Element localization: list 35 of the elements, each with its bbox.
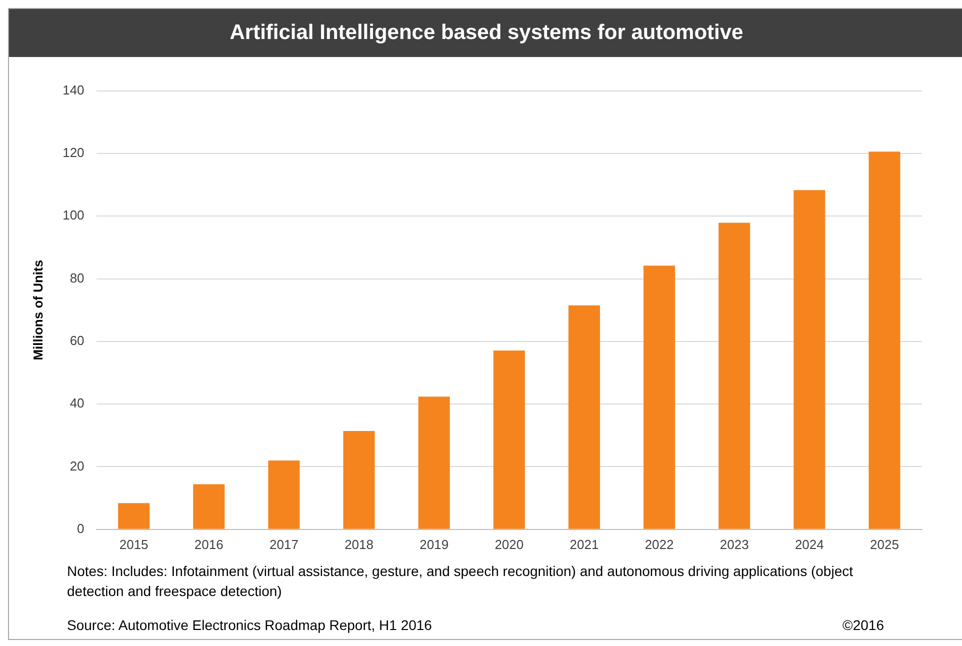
bar — [343, 431, 375, 529]
bar — [794, 190, 826, 529]
bar — [644, 266, 676, 529]
x-tick-label: 2022 — [644, 536, 674, 552]
text: ©2016 — [842, 617, 884, 633]
x-tick-label: 2024 — [794, 536, 824, 552]
text: Notes: Includes: Infotainment (virtual assistance, gesture, and speech recognition) and autonomous driving applications (object detection and freespace detection) — [67, 562, 854, 601]
x-tick-label: 2017 — [269, 536, 298, 552]
source-note: Source: Automotive Electronics Roadmap Report, H1 2016 — [67, 617, 432, 633]
bar — [868, 152, 900, 529]
x-tick-label: 2016 — [194, 536, 224, 552]
x-tick-label: 2018 — [344, 536, 374, 552]
bar — [568, 305, 600, 529]
x-tick-label: 2025 — [870, 536, 899, 552]
bar — [118, 503, 150, 529]
y-tick-label: 0 — [77, 520, 84, 536]
y-axis-title: Millions of Units — [30, 260, 46, 360]
y-tick-label: 20 — [70, 458, 84, 474]
x-tick-label: 2020 — [494, 536, 524, 552]
bar — [193, 484, 225, 529]
y-tick-label: 40 — [70, 396, 84, 411]
x-tick-label: 2019 — [420, 536, 449, 552]
x-tick-label: 2015 — [119, 536, 148, 552]
y-tick-label: 60 — [70, 333, 84, 348]
bar — [493, 350, 525, 529]
bar — [268, 460, 300, 529]
x-tick-label: 2021 — [570, 536, 599, 552]
chart-title: Artificial Intelligence based systems for automotive — [9, 9, 962, 57]
y-tick-label: 100 — [62, 208, 84, 223]
y-tick-label: 140 — [62, 82, 84, 98]
bar — [418, 396, 450, 529]
y-tick-label: 80 — [70, 270, 84, 286]
x-tick-label: 2023 — [720, 536, 749, 552]
bar — [718, 222, 750, 529]
y-tick-label: 120 — [62, 145, 84, 160]
